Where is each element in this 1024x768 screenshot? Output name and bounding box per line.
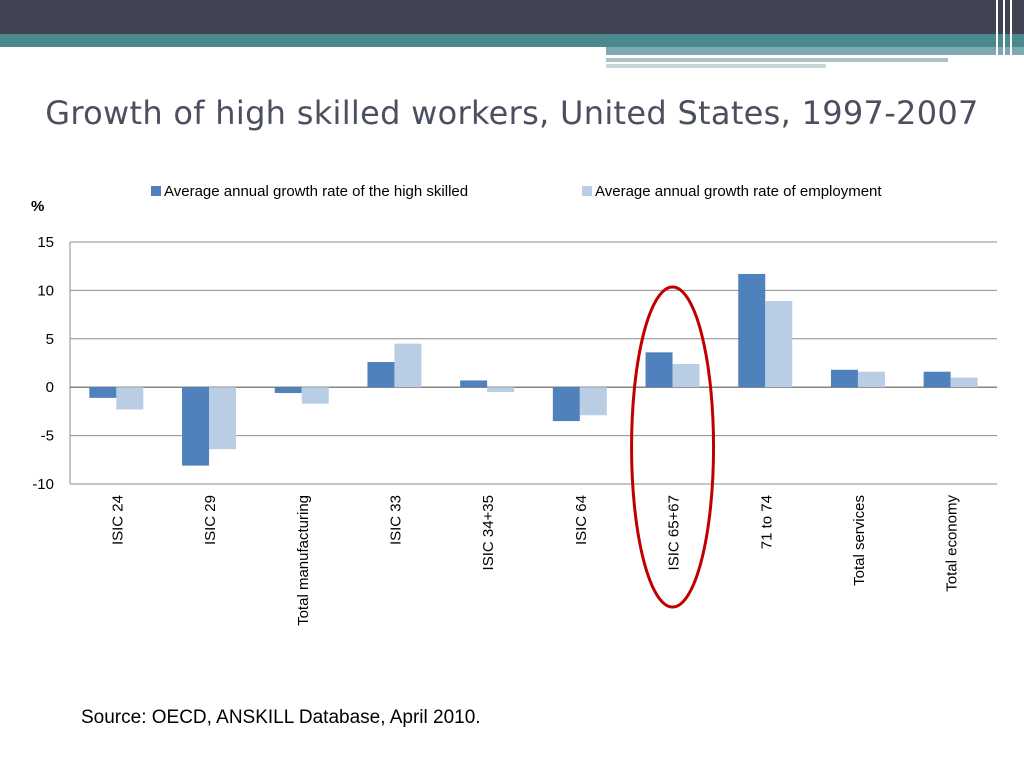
bar: [89, 387, 117, 398]
legend-label: Average annual growth rate of the high s…: [164, 183, 468, 200]
x-tick-label: ISIC 33: [387, 495, 404, 545]
x-tick-label: ISIC 29: [202, 495, 219, 545]
y-tick-label: -5: [41, 428, 54, 445]
x-tick-label: Total services: [851, 495, 868, 586]
x-tick-label: Total manufacturing: [295, 495, 312, 626]
y-axis-label: %: [31, 198, 44, 215]
bar: [738, 273, 766, 388]
legend-swatch: [151, 186, 161, 196]
legend-swatch: [582, 186, 592, 196]
slide-title: Growth of high skilled workers, United S…: [45, 94, 979, 132]
header-accent-stripe: [606, 47, 1024, 55]
source-note: Source: OECD, ANSKILL Database, April 20…: [81, 707, 481, 728]
bar: [394, 343, 422, 388]
bar: [209, 387, 237, 450]
y-tick-label: 5: [46, 331, 54, 348]
bar: [857, 371, 885, 388]
bar: [182, 387, 210, 466]
x-tick-label: ISIC 24: [109, 495, 126, 545]
y-tick-label: 15: [37, 234, 54, 251]
bar: [460, 380, 488, 388]
bar: [830, 369, 858, 388]
x-tick-label: 71 to 74: [758, 495, 775, 549]
bar: [765, 301, 793, 388]
x-tick-label: ISIC 34+35: [480, 495, 497, 570]
header-vertical-stripe: [1003, 0, 1005, 70]
bar: [301, 387, 329, 404]
y-tick-label: 0: [46, 379, 54, 396]
x-tick-label: Total economy: [944, 495, 961, 592]
bar: [645, 352, 673, 388]
y-tick-label: 10: [37, 282, 54, 299]
header-teal-band: [0, 34, 1024, 47]
bar: [116, 387, 144, 410]
bar-chart: 15 10 5 0 -5 -10% ISIC 24 ISIC 29 Total manufact…: [31, 183, 997, 626]
legend-label: Average annual growth rate of employment: [595, 183, 882, 200]
bar: [579, 387, 607, 416]
bar: [923, 371, 951, 388]
x-tick-label: ISIC 64: [573, 495, 590, 545]
header-dark-bar: [0, 0, 1024, 34]
header-accent-stripe: [606, 58, 948, 62]
bar: [367, 362, 395, 388]
bar: [552, 387, 580, 422]
header-vertical-stripe: [1010, 0, 1012, 70]
header-accent-stripe: [606, 64, 826, 68]
header-vertical-stripe: [996, 0, 998, 70]
highlight-ellipse: [630, 285, 716, 609]
bar: [950, 377, 978, 388]
bar: [274, 387, 302, 394]
y-tick-label: -10: [32, 476, 54, 493]
x-tick-label: ISIC 65+67: [666, 495, 683, 570]
bar: [487, 387, 515, 393]
bar: [672, 363, 700, 388]
